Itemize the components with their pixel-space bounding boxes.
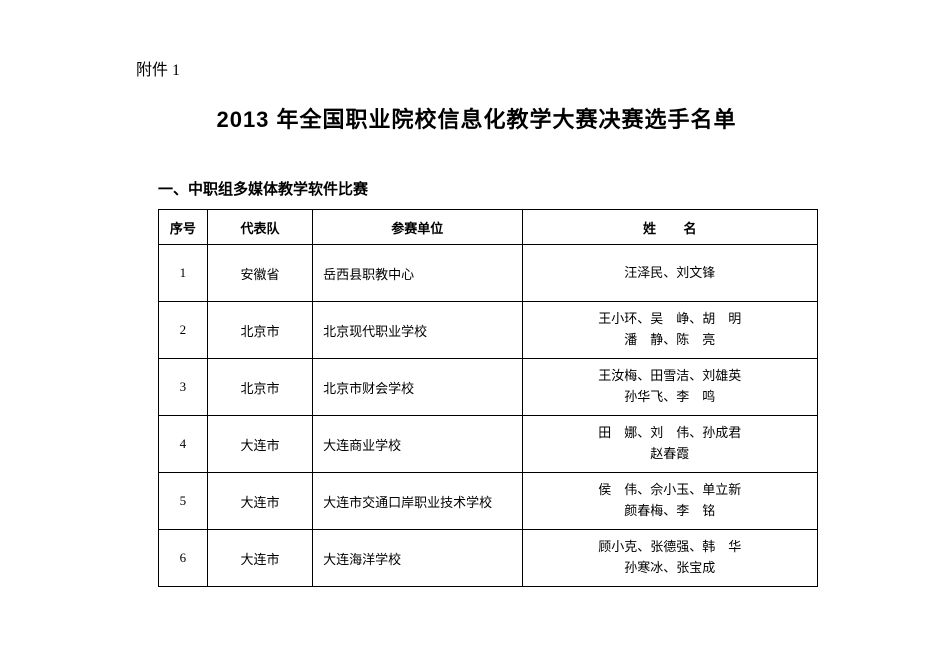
table-body: 1 安徽省 岳西县职教中心 汪泽民、刘文锋 2 北京市 北京现代职业学校 王小环… — [159, 245, 818, 587]
cell-name: 侯 伟、佘小玉、单立新颜春梅、李 铭 — [522, 473, 818, 530]
col-header-team: 代表队 — [207, 210, 312, 245]
table-row: 3 北京市 北京市财会学校 王汝梅、田雪洁、刘雄英孙华飞、李 鸣 — [159, 359, 818, 416]
cell-num: 4 — [159, 416, 208, 473]
cell-team: 北京市 — [207, 359, 312, 416]
cell-num: 6 — [159, 530, 208, 587]
cell-unit: 北京现代职业学校 — [313, 302, 522, 359]
attachment-label: 附件 1 — [136, 56, 817, 80]
cell-team: 大连市 — [207, 530, 312, 587]
section-heading: 一、中职组多媒体教学软件比赛 — [158, 178, 817, 199]
table-row: 5 大连市 大连市交通口岸职业技术学校 侯 伟、佘小玉、单立新颜春梅、李 铭 — [159, 473, 818, 530]
col-header-num: 序号 — [159, 210, 208, 245]
cell-unit: 大连海洋学校 — [313, 530, 522, 587]
cell-team: 大连市 — [207, 416, 312, 473]
cell-unit: 大连市交通口岸职业技术学校 — [313, 473, 522, 530]
cell-num: 3 — [159, 359, 208, 416]
cell-name: 王汝梅、田雪洁、刘雄英孙华飞、李 鸣 — [522, 359, 818, 416]
main-title: 2013 年全国职业院校信息化教学大赛决赛选手名单 — [136, 102, 817, 134]
table-row: 6 大连市 大连海洋学校 顾小克、张德强、韩 华孙寒冰、张宝成 — [159, 530, 818, 587]
col-header-name: 姓 名 — [522, 210, 818, 245]
cell-num: 2 — [159, 302, 208, 359]
cell-name: 王小环、吴 峥、胡 明潘 静、陈 亮 — [522, 302, 818, 359]
cell-name: 田 娜、刘 伟、孙成君赵春霞 — [522, 416, 818, 473]
cell-unit: 岳西县职教中心 — [313, 245, 522, 302]
cell-team: 北京市 — [207, 302, 312, 359]
table-header-row: 序号 代表队 参赛单位 姓 名 — [159, 210, 818, 245]
cell-num: 5 — [159, 473, 208, 530]
cell-team: 安徽省 — [207, 245, 312, 302]
cell-num: 1 — [159, 245, 208, 302]
table-row: 2 北京市 北京现代职业学校 王小环、吴 峥、胡 明潘 静、陈 亮 — [159, 302, 818, 359]
table-row: 1 安徽省 岳西县职教中心 汪泽民、刘文锋 — [159, 245, 818, 302]
cell-name: 汪泽民、刘文锋 — [522, 245, 818, 302]
cell-team: 大连市 — [207, 473, 312, 530]
document-page: 附件 1 2013 年全国职业院校信息化教学大赛决赛选手名单 一、中职组多媒体教… — [0, 0, 945, 587]
finalists-table: 序号 代表队 参赛单位 姓 名 1 安徽省 岳西县职教中心 汪泽民、刘文锋 2 … — [158, 209, 818, 587]
col-header-unit: 参赛单位 — [313, 210, 522, 245]
cell-name: 顾小克、张德强、韩 华孙寒冰、张宝成 — [522, 530, 818, 587]
cell-unit: 大连商业学校 — [313, 416, 522, 473]
table-row: 4 大连市 大连商业学校 田 娜、刘 伟、孙成君赵春霞 — [159, 416, 818, 473]
cell-unit: 北京市财会学校 — [313, 359, 522, 416]
